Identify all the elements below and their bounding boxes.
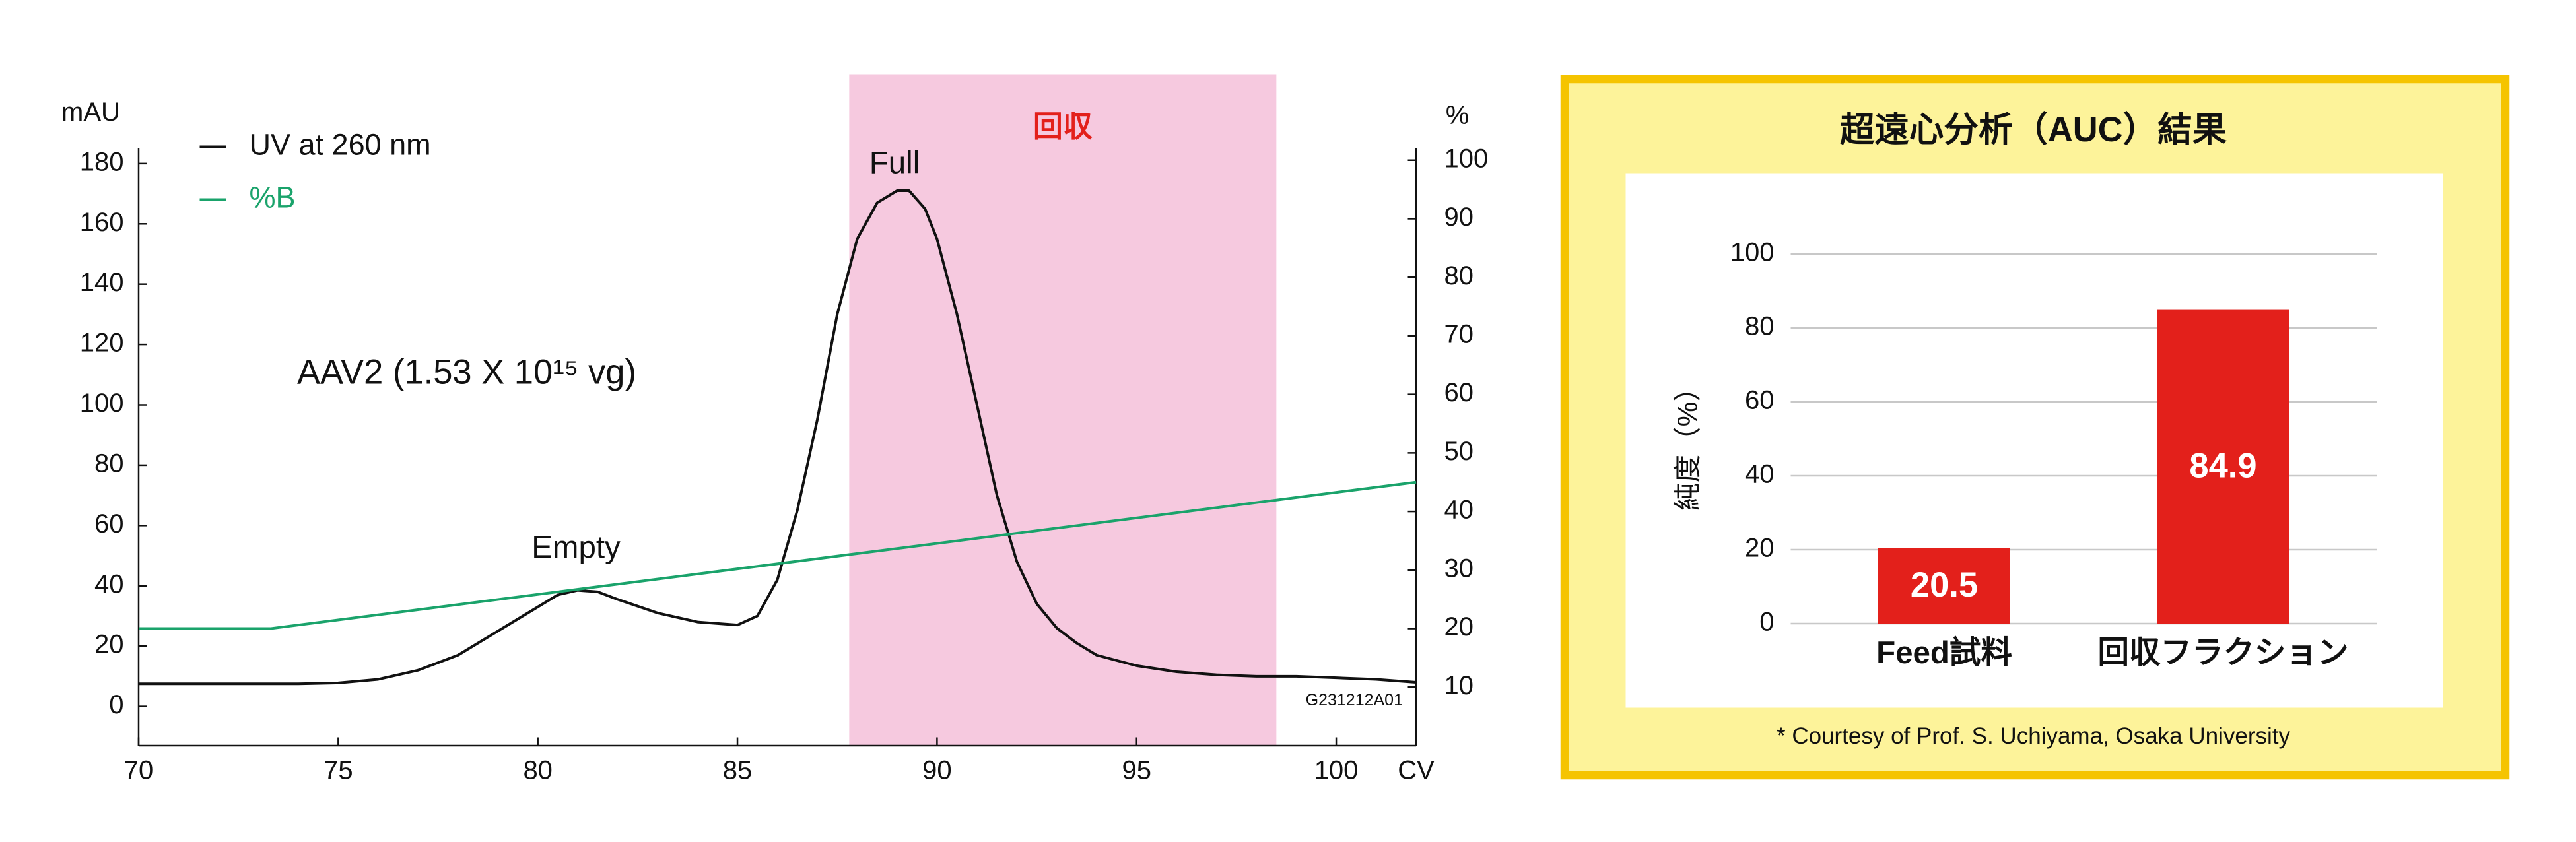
y2-tick-label: 10 bbox=[1444, 671, 1474, 700]
y-tick-label: 40 bbox=[1745, 460, 1775, 489]
y-tick-label: 20 bbox=[1745, 534, 1775, 563]
x-tick-label: 95 bbox=[1122, 756, 1151, 785]
result-plot-background bbox=[1625, 173, 2443, 708]
y-tick-label: 100 bbox=[1730, 238, 1775, 267]
x-tick-label: 回収フラクション bbox=[2098, 635, 2349, 670]
y2-tick-label: 50 bbox=[1444, 437, 1474, 466]
legend-label: UV at 260 nm bbox=[250, 127, 431, 161]
y-axis-label: 純度（%） bbox=[1673, 373, 1704, 511]
y2-tick-label: 40 bbox=[1444, 496, 1474, 525]
annotation: AAV2 (1.53 X 10¹⁵ vg) bbox=[297, 352, 636, 391]
y-tick-label: 60 bbox=[1745, 386, 1775, 415]
y-tick-label: 0 bbox=[109, 690, 123, 719]
annotation: Full bbox=[869, 146, 920, 181]
x-tick-label: 70 bbox=[124, 756, 154, 785]
series-line bbox=[138, 480, 1417, 630]
x-tick-label: 100 bbox=[1314, 756, 1359, 785]
x-tick-label: 85 bbox=[723, 756, 753, 785]
y-axis-label: mAU bbox=[61, 98, 120, 127]
chart-title: 超遠心分析（AUC）結果 bbox=[1840, 110, 2227, 149]
bar bbox=[2157, 309, 2289, 624]
y-tick-label: 40 bbox=[94, 569, 124, 599]
sample-code: G231212A01 bbox=[1306, 691, 1403, 709]
legend-label: %B bbox=[250, 180, 296, 214]
y-tick-label: 180 bbox=[80, 147, 124, 176]
y-tick-label: 80 bbox=[94, 449, 124, 478]
y2-tick-label: 30 bbox=[1444, 554, 1474, 583]
footnote: * Courtesy of Prof. S. Uchiyama, Osaka U… bbox=[1777, 723, 2291, 749]
y2-axis-label: % bbox=[1446, 101, 1470, 130]
y-tick-label: 100 bbox=[80, 389, 124, 418]
y-tick-label: 20 bbox=[94, 630, 124, 659]
x-tick-label: Feed試料 bbox=[1876, 635, 2012, 670]
y-tick-label: 0 bbox=[1759, 608, 1774, 637]
y-tick-label: 140 bbox=[80, 268, 124, 297]
x-axis-label: CV bbox=[1398, 756, 1435, 785]
value-label: 20.5 bbox=[1911, 566, 1978, 604]
x-tick-label: 75 bbox=[323, 756, 353, 785]
y2-tick-label: 70 bbox=[1444, 319, 1474, 348]
x-tick-label: 90 bbox=[922, 756, 952, 785]
y2-tick-label: 100 bbox=[1444, 144, 1489, 173]
y-tick-label: 60 bbox=[94, 509, 124, 538]
value-label: 84.9 bbox=[2189, 447, 2256, 486]
bar bbox=[1878, 548, 2010, 624]
x-tick-label: 80 bbox=[523, 756, 552, 785]
series-line bbox=[138, 189, 1417, 686]
region-label: 回収 bbox=[1033, 110, 1093, 143]
y2-tick-label: 80 bbox=[1444, 261, 1474, 290]
y2-tick-label: 90 bbox=[1444, 203, 1474, 232]
y2-tick-label: 60 bbox=[1444, 378, 1474, 407]
annotation: Empty bbox=[531, 530, 621, 565]
y-tick-label: 120 bbox=[80, 329, 124, 358]
y-tick-label: 80 bbox=[1745, 312, 1775, 341]
y-tick-label: 160 bbox=[80, 208, 124, 237]
y2-tick-label: 20 bbox=[1444, 612, 1474, 641]
